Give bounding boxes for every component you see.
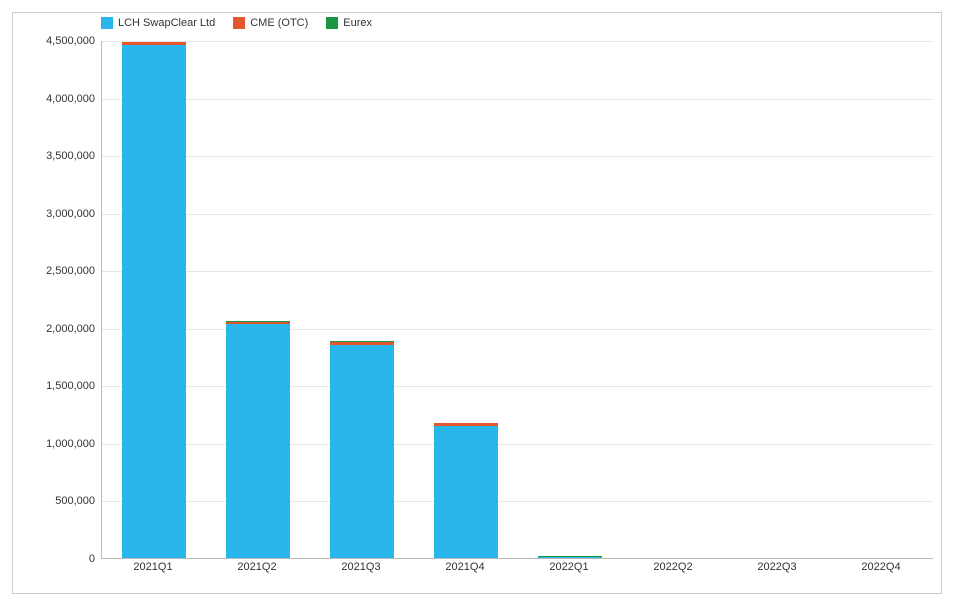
x-tick-label: 2021Q2: [237, 561, 276, 573]
legend-swatch-0: [101, 17, 113, 29]
legend-swatch-1: [233, 17, 245, 29]
legend-label-2: Eurex: [343, 17, 372, 29]
y-tick-label: 500,000: [25, 495, 95, 507]
gridline: [102, 41, 933, 42]
bar-seg: [122, 45, 186, 558]
y-tick-label: 2,500,000: [25, 265, 95, 277]
gridline: [102, 271, 933, 272]
legend: LCH SwapClear Ltd CME (OTC) Eurex: [101, 17, 372, 29]
x-tick-label: 2021Q4: [445, 561, 484, 573]
x-tick-label: 2022Q1: [549, 561, 588, 573]
legend-item-0: LCH SwapClear Ltd: [101, 17, 215, 29]
y-tick-label: 3,000,000: [25, 208, 95, 220]
chart-frame: LCH SwapClear Ltd CME (OTC) Eurex 0 500,0…: [12, 12, 942, 594]
x-tick-label: 2021Q1: [133, 561, 172, 573]
bar-seg: [330, 345, 394, 558]
bar-seg: [226, 324, 290, 558]
legend-label-0: LCH SwapClear Ltd: [118, 17, 215, 29]
bar-seg: [538, 557, 602, 558]
gridline: [102, 214, 933, 215]
x-tick-label: 2022Q3: [757, 561, 796, 573]
bar-2022Q1: [538, 556, 602, 558]
y-tick-label: 4,500,000: [25, 35, 95, 47]
legend-item-2: Eurex: [326, 17, 372, 29]
legend-swatch-2: [326, 17, 338, 29]
legend-item-1: CME (OTC): [233, 17, 308, 29]
x-tick-label: 2022Q2: [653, 561, 692, 573]
plot-area: [101, 41, 933, 559]
bar-2021Q3: [330, 341, 394, 558]
gridline: [102, 156, 933, 157]
y-tick-label: 1,000,000: [25, 438, 95, 450]
gridline: [102, 99, 933, 100]
legend-label-1: CME (OTC): [250, 17, 308, 29]
y-tick-label: 4,000,000: [25, 93, 95, 105]
x-tick-label: 2021Q3: [341, 561, 380, 573]
bar-2021Q2: [226, 321, 290, 558]
bar-seg: [434, 426, 498, 558]
y-tick-label: 1,500,000: [25, 380, 95, 392]
y-tick-label: 2,000,000: [25, 323, 95, 335]
x-tick-label: 2022Q4: [861, 561, 900, 573]
bar-2021Q1: [122, 42, 186, 558]
y-tick-label: 0: [25, 553, 95, 565]
y-tick-label: 3,500,000: [25, 150, 95, 162]
bar-2021Q4: [434, 423, 498, 558]
